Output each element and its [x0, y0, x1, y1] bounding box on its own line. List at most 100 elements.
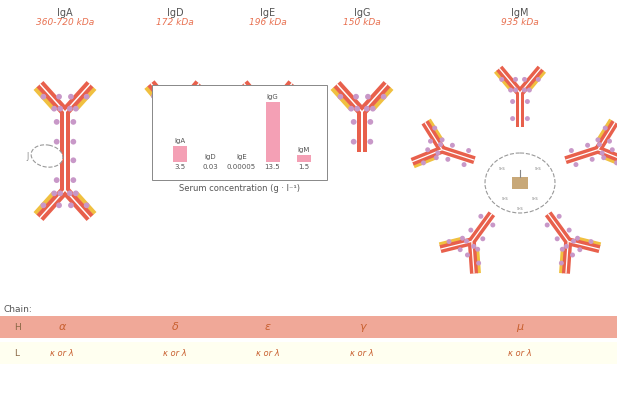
- Text: IgG: IgG: [354, 8, 370, 18]
- Text: s-s: s-s: [516, 206, 523, 211]
- Polygon shape: [36, 81, 68, 115]
- Circle shape: [273, 142, 280, 148]
- Circle shape: [70, 158, 77, 163]
- Circle shape: [56, 94, 62, 100]
- Polygon shape: [439, 237, 462, 246]
- Circle shape: [545, 223, 550, 227]
- Circle shape: [566, 228, 571, 232]
- Text: L: L: [14, 349, 19, 357]
- Text: IgD: IgD: [167, 8, 183, 18]
- Circle shape: [353, 94, 359, 100]
- Circle shape: [180, 129, 186, 135]
- Text: γ: γ: [358, 322, 365, 332]
- Circle shape: [465, 253, 470, 257]
- Circle shape: [348, 106, 354, 112]
- Text: α: α: [59, 322, 65, 332]
- Polygon shape: [372, 87, 394, 110]
- Text: 1.5: 1.5: [298, 164, 309, 170]
- Circle shape: [610, 147, 615, 152]
- Text: H: H: [14, 323, 21, 331]
- Circle shape: [447, 239, 452, 244]
- Circle shape: [585, 143, 590, 148]
- Text: 0.03: 0.03: [202, 164, 218, 170]
- Text: 360-720 kDa: 360-720 kDa: [36, 18, 94, 27]
- Circle shape: [573, 162, 578, 167]
- Polygon shape: [362, 112, 363, 152]
- Text: s-s: s-s: [532, 196, 539, 201]
- Circle shape: [491, 223, 495, 227]
- Text: s-s: s-s: [534, 166, 541, 171]
- Text: 0.00005: 0.00005: [227, 164, 256, 170]
- Polygon shape: [75, 192, 96, 215]
- Polygon shape: [170, 112, 180, 152]
- Circle shape: [480, 236, 486, 241]
- Circle shape: [614, 160, 617, 165]
- Circle shape: [56, 203, 62, 208]
- Bar: [512, 177, 528, 189]
- Circle shape: [590, 157, 595, 162]
- Polygon shape: [421, 120, 445, 152]
- Polygon shape: [64, 190, 91, 218]
- Circle shape: [167, 106, 173, 112]
- Polygon shape: [39, 84, 65, 112]
- Circle shape: [555, 236, 560, 241]
- Circle shape: [570, 253, 575, 257]
- Circle shape: [445, 157, 450, 162]
- Ellipse shape: [31, 145, 63, 167]
- Circle shape: [70, 177, 77, 183]
- Circle shape: [183, 106, 189, 112]
- Circle shape: [70, 119, 77, 125]
- Circle shape: [510, 116, 515, 121]
- Circle shape: [273, 129, 280, 135]
- Circle shape: [180, 116, 186, 121]
- Text: IgG: IgG: [267, 94, 278, 100]
- Text: J: J: [27, 152, 29, 160]
- Text: Chain:: Chain:: [4, 305, 33, 314]
- Circle shape: [522, 77, 527, 82]
- Circle shape: [351, 139, 357, 145]
- Text: 13.5: 13.5: [265, 164, 280, 170]
- Circle shape: [41, 203, 46, 208]
- Circle shape: [460, 236, 465, 241]
- Circle shape: [70, 139, 77, 145]
- Circle shape: [54, 177, 59, 183]
- Polygon shape: [336, 84, 363, 112]
- Polygon shape: [476, 250, 481, 273]
- Circle shape: [54, 139, 59, 145]
- Polygon shape: [185, 86, 205, 110]
- Circle shape: [370, 106, 376, 112]
- Polygon shape: [64, 112, 66, 152]
- Bar: [173, 147, 186, 162]
- Circle shape: [578, 247, 582, 252]
- Circle shape: [180, 142, 186, 148]
- Text: IgM: IgM: [511, 8, 529, 18]
- Polygon shape: [410, 146, 444, 165]
- Circle shape: [476, 260, 481, 266]
- Circle shape: [178, 93, 183, 99]
- Polygon shape: [597, 146, 617, 165]
- Circle shape: [151, 93, 157, 99]
- Circle shape: [254, 106, 260, 112]
- Text: 150 kDa: 150 kDa: [343, 18, 381, 27]
- Circle shape: [193, 93, 199, 99]
- Circle shape: [510, 99, 515, 104]
- Circle shape: [68, 203, 74, 208]
- Circle shape: [595, 138, 600, 142]
- Text: 196 kDa: 196 kDa: [249, 18, 287, 27]
- Polygon shape: [33, 87, 55, 110]
- Polygon shape: [494, 71, 511, 91]
- Circle shape: [368, 139, 373, 145]
- Circle shape: [525, 99, 530, 104]
- Circle shape: [434, 155, 439, 160]
- Polygon shape: [358, 81, 391, 115]
- Polygon shape: [528, 71, 546, 91]
- Circle shape: [475, 247, 480, 252]
- Polygon shape: [499, 68, 521, 93]
- Polygon shape: [595, 120, 617, 152]
- Text: κ or λ: κ or λ: [163, 349, 187, 357]
- Polygon shape: [520, 93, 521, 127]
- Polygon shape: [565, 149, 598, 161]
- Circle shape: [365, 94, 371, 100]
- Text: s-s: s-s: [502, 196, 508, 201]
- Circle shape: [601, 155, 606, 160]
